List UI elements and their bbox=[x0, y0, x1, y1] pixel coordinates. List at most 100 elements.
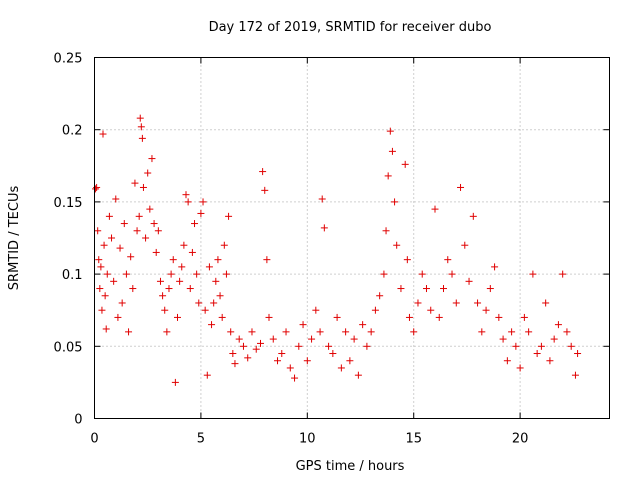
data-point bbox=[163, 328, 171, 336]
data-point bbox=[171, 378, 179, 386]
data-point bbox=[512, 342, 520, 350]
data-point bbox=[110, 277, 118, 285]
data-point bbox=[403, 256, 411, 264]
data-point bbox=[208, 321, 216, 329]
data-point bbox=[127, 253, 135, 261]
data-points bbox=[92, 114, 582, 386]
data-point bbox=[312, 306, 320, 314]
data-point bbox=[203, 371, 211, 379]
x-tick-label: 15 bbox=[405, 432, 422, 447]
data-point bbox=[148, 155, 156, 163]
data-point bbox=[101, 292, 109, 300]
data-point bbox=[457, 183, 465, 191]
data-point bbox=[244, 354, 252, 362]
data-point bbox=[169, 256, 177, 264]
data-point bbox=[499, 335, 507, 343]
data-point bbox=[508, 328, 516, 336]
data-point bbox=[444, 256, 452, 264]
data-point bbox=[214, 256, 222, 264]
data-point bbox=[103, 270, 111, 278]
data-point bbox=[176, 277, 184, 285]
data-point bbox=[520, 313, 528, 321]
x-tick-label: 5 bbox=[197, 432, 205, 447]
data-point bbox=[291, 374, 299, 382]
data-point bbox=[452, 299, 460, 307]
data-point bbox=[252, 345, 260, 353]
data-point bbox=[354, 371, 362, 379]
data-point bbox=[269, 335, 277, 343]
data-point bbox=[188, 248, 196, 256]
data-point bbox=[554, 321, 562, 329]
data-point bbox=[516, 364, 524, 372]
y-tick-label: 0 bbox=[74, 413, 82, 428]
x-tick-label: 10 bbox=[299, 432, 316, 447]
data-point bbox=[229, 350, 237, 358]
data-point bbox=[418, 270, 426, 278]
data-point bbox=[102, 325, 110, 333]
data-point bbox=[274, 357, 282, 365]
data-point bbox=[371, 306, 379, 314]
data-point bbox=[414, 299, 422, 307]
data-point bbox=[116, 244, 124, 252]
data-point bbox=[474, 299, 482, 307]
data-point bbox=[286, 364, 294, 372]
data-point bbox=[318, 195, 326, 203]
grid bbox=[94, 57, 610, 419]
data-point bbox=[259, 168, 267, 176]
data-point bbox=[216, 292, 224, 300]
data-point bbox=[159, 292, 167, 300]
data-point bbox=[239, 342, 247, 350]
data-point bbox=[346, 357, 354, 365]
data-point bbox=[184, 198, 192, 206]
data-point bbox=[108, 234, 116, 242]
data-point bbox=[120, 220, 128, 228]
data-point bbox=[137, 123, 145, 131]
data-point bbox=[303, 357, 311, 365]
data-point bbox=[180, 241, 188, 249]
data-point bbox=[146, 205, 154, 213]
data-point bbox=[144, 169, 152, 177]
data-point bbox=[308, 335, 316, 343]
data-point bbox=[405, 313, 413, 321]
x-tick-label: 20 bbox=[512, 432, 529, 447]
data-point bbox=[574, 350, 582, 358]
data-point bbox=[567, 342, 575, 350]
data-point bbox=[491, 263, 499, 271]
data-point bbox=[186, 285, 194, 293]
data-point bbox=[197, 209, 205, 217]
data-point bbox=[222, 270, 230, 278]
data-point bbox=[98, 306, 106, 314]
x-axis-label: GPS time / hours bbox=[296, 459, 405, 474]
data-point bbox=[227, 328, 235, 336]
data-point bbox=[161, 306, 169, 314]
data-point bbox=[363, 342, 371, 350]
data-point bbox=[112, 195, 120, 203]
data-point bbox=[542, 299, 550, 307]
data-point bbox=[359, 321, 367, 329]
data-point bbox=[386, 127, 394, 135]
data-point bbox=[299, 321, 307, 329]
data-point bbox=[563, 328, 571, 336]
y-tick-label: 0.05 bbox=[54, 340, 83, 355]
data-point bbox=[165, 285, 173, 293]
data-point bbox=[178, 263, 186, 271]
data-point bbox=[201, 306, 209, 314]
data-point bbox=[435, 313, 443, 321]
data-point bbox=[333, 313, 341, 321]
data-point bbox=[401, 160, 409, 168]
data-point bbox=[316, 328, 324, 336]
data-point bbox=[99, 130, 107, 138]
data-point bbox=[173, 313, 181, 321]
data-point bbox=[114, 313, 122, 321]
data-point bbox=[448, 270, 456, 278]
data-point bbox=[193, 270, 201, 278]
data-point bbox=[199, 198, 207, 206]
data-point bbox=[461, 241, 469, 249]
data-point bbox=[431, 205, 439, 213]
data-point bbox=[150, 220, 158, 228]
data-point bbox=[384, 172, 392, 180]
data-point bbox=[138, 134, 146, 142]
data-point bbox=[525, 328, 533, 336]
data-point bbox=[135, 212, 143, 220]
data-point bbox=[367, 328, 375, 336]
